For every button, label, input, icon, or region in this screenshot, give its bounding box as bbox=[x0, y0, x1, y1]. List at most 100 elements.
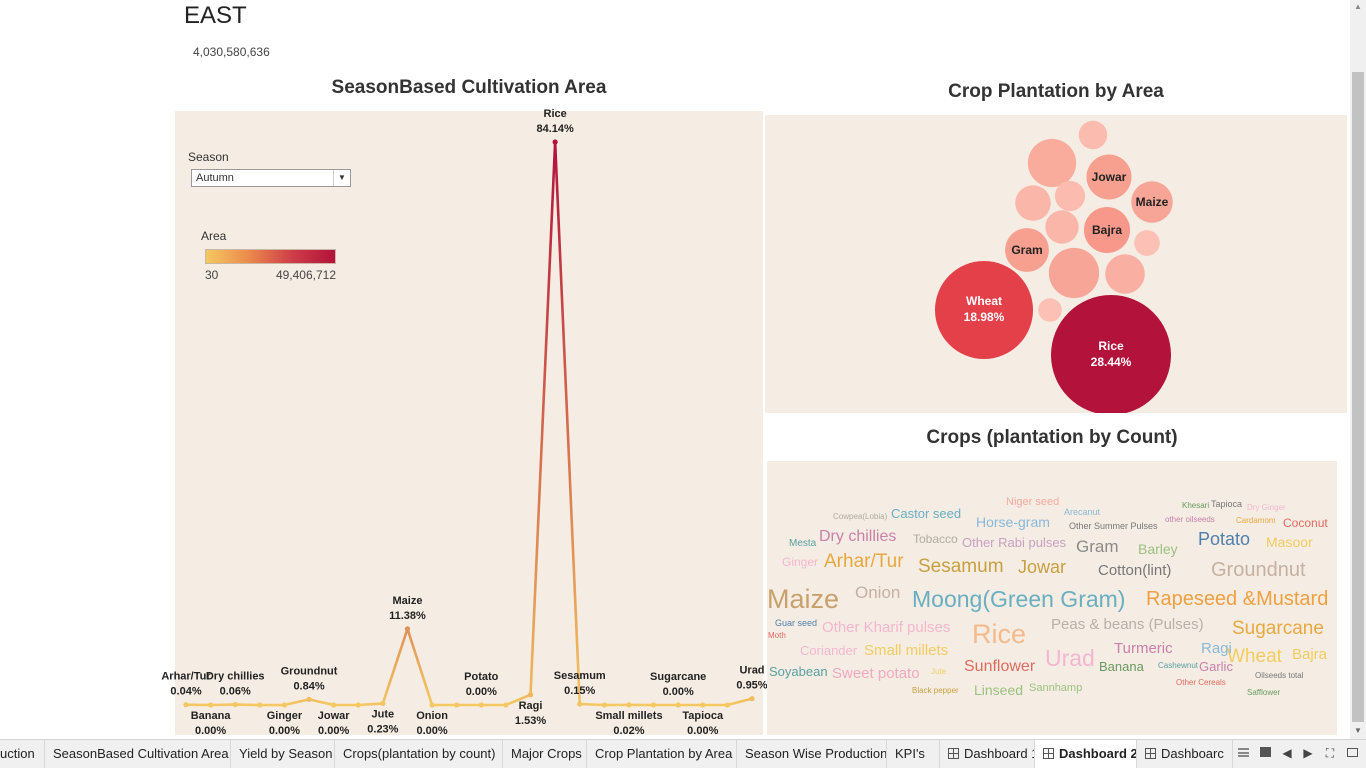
prev-tab-icon[interactable]: ◀ bbox=[1282, 746, 1292, 760]
wordcloud-word[interactable]: Onion bbox=[855, 583, 901, 602]
wordcloud-word[interactable]: Barley bbox=[1138, 541, 1178, 557]
crop-bubble[interactable] bbox=[1086, 154, 1132, 200]
sheet-tab[interactable]: Crops(plantation by count) bbox=[335, 740, 503, 768]
wordcloud-word[interactable]: Dry Ginger bbox=[1247, 503, 1286, 512]
data-point[interactable] bbox=[281, 702, 288, 708]
wordcloud-word[interactable]: Other Cereals bbox=[1176, 678, 1226, 687]
wordcloud-word[interactable]: Masoor bbox=[1266, 534, 1313, 550]
wordcloud-word[interactable]: Bajra bbox=[1292, 646, 1328, 663]
data-point[interactable] bbox=[454, 702, 460, 708]
data-point[interactable] bbox=[503, 702, 509, 708]
wordcloud-word[interactable]: Ragi bbox=[1201, 640, 1232, 657]
crop-bubble[interactable] bbox=[1027, 138, 1077, 188]
wordcloud-word[interactable]: Cotton(lint) bbox=[1098, 562, 1172, 579]
wordcloud-word[interactable]: Coriander bbox=[800, 643, 858, 658]
data-point[interactable] bbox=[577, 701, 583, 707]
sheet-tab[interactable]: KPI's bbox=[887, 740, 940, 768]
data-point[interactable] bbox=[675, 702, 681, 708]
scroll-down-icon[interactable]: ▼ bbox=[1354, 726, 1362, 735]
wordcloud-word[interactable]: Dry chillies bbox=[819, 528, 897, 545]
data-point[interactable] bbox=[232, 701, 238, 708]
fullscreen-icon[interactable]: ⛶ bbox=[1325, 746, 1335, 760]
data-point[interactable] bbox=[650, 702, 657, 708]
sheet-tab[interactable]: Yield by Season bbox=[231, 740, 335, 768]
wordcloud-word[interactable]: Soyabean bbox=[769, 664, 828, 679]
wordcloud-word[interactable]: Oilseeds total bbox=[1255, 671, 1304, 680]
wordcloud-word[interactable]: Sugarcane bbox=[1232, 618, 1324, 639]
data-point[interactable] bbox=[208, 702, 214, 708]
wordcloud-word[interactable]: Wheat bbox=[1227, 646, 1282, 667]
season-filter-dropdown[interactable]: Autumn ▼ bbox=[191, 169, 351, 187]
crop-bubble[interactable] bbox=[1134, 230, 1160, 256]
crop-bubble[interactable] bbox=[1005, 228, 1049, 272]
data-point[interactable] bbox=[724, 702, 730, 708]
filmstrip-icon[interactable] bbox=[1256, 740, 1274, 766]
wordcloud-word[interactable]: Cowpea(Lobia) bbox=[833, 512, 888, 521]
crop-bubble[interactable] bbox=[1038, 298, 1062, 322]
chevron-down-icon[interactable]: ▼ bbox=[333, 170, 350, 186]
crop-bubble[interactable] bbox=[1083, 206, 1131, 254]
wordcloud-word[interactable]: Mesta bbox=[789, 538, 817, 549]
data-point[interactable] bbox=[404, 626, 411, 632]
data-point[interactable] bbox=[331, 702, 337, 708]
crop-bubble[interactable] bbox=[1105, 254, 1145, 294]
sheet-tab[interactable]: Dashboarc bbox=[1137, 740, 1233, 768]
sheet-tab[interactable]: Dashboard 2 bbox=[1035, 740, 1137, 768]
wordcloud-word[interactable]: Rapeseed &Mustard bbox=[1146, 588, 1329, 610]
data-point[interactable] bbox=[429, 702, 435, 708]
crop-bubble[interactable] bbox=[934, 260, 1034, 360]
data-point[interactable] bbox=[626, 702, 632, 708]
wordcloud-word[interactable]: Other Rabi pulses bbox=[962, 535, 1067, 550]
sheet-tab[interactable]: Crop Plantation by Area bbox=[587, 740, 737, 768]
wordcloud-word[interactable]: Rice bbox=[972, 619, 1027, 649]
wordcloud-word[interactable]: Maize bbox=[767, 584, 840, 614]
wordcloud-word[interactable]: Urad bbox=[1045, 645, 1095, 671]
sheet-tab[interactable]: uction bbox=[0, 740, 45, 768]
wordcloud-word[interactable]: Peas & beans (Pulses) bbox=[1051, 616, 1204, 633]
wordcloud-word[interactable]: Sannhamp bbox=[1029, 682, 1083, 694]
wordcloud-word[interactable]: Arhar/Tur bbox=[824, 551, 904, 572]
wordcloud-word[interactable]: Linseed bbox=[974, 682, 1024, 698]
wordcloud-word[interactable]: Other Summer Pulses bbox=[1069, 521, 1158, 531]
wordcloud-word[interactable]: other oilseeds bbox=[1165, 515, 1215, 524]
wordcloud-word[interactable]: Moth bbox=[768, 631, 786, 640]
wordcloud-word[interactable]: Black pepper bbox=[912, 686, 959, 695]
wordcloud-word[interactable]: Jute bbox=[931, 667, 947, 676]
next-tab-icon[interactable]: ▶ bbox=[1303, 746, 1313, 760]
data-point[interactable] bbox=[380, 700, 386, 707]
wordcloud-word[interactable]: Arecanut bbox=[1064, 507, 1101, 517]
presentation-icon[interactable] bbox=[1343, 740, 1361, 766]
data-point[interactable] bbox=[478, 702, 484, 708]
crop-bubble[interactable] bbox=[1051, 295, 1171, 413]
data-point[interactable] bbox=[355, 702, 361, 708]
grid-view-icon[interactable] bbox=[1234, 740, 1252, 766]
wordcloud-word[interactable]: Tobacco bbox=[913, 532, 958, 546]
crop-bubble[interactable] bbox=[1131, 181, 1173, 223]
wordcloud-word[interactable]: Small millets bbox=[864, 642, 949, 659]
wordcloud-word[interactable]: Coconut bbox=[1283, 516, 1328, 530]
crop-bubble[interactable] bbox=[1054, 180, 1086, 212]
crop-bubble[interactable] bbox=[1048, 247, 1100, 299]
wordcloud-word[interactable]: Niger seed bbox=[1006, 496, 1060, 508]
scroll-up-icon[interactable]: ▲ bbox=[1354, 2, 1362, 11]
wordcloud-word[interactable]: Banana bbox=[1099, 659, 1144, 674]
data-point[interactable] bbox=[183, 702, 189, 708]
sheet-tab[interactable]: Major Crops bbox=[503, 740, 587, 768]
data-point[interactable] bbox=[527, 692, 534, 698]
wordcloud-word[interactable]: Garlic bbox=[1199, 659, 1233, 674]
wordcloud-word[interactable]: Jowar bbox=[1018, 557, 1067, 577]
sheet-tab[interactable]: Season Wise Production bbox=[737, 740, 887, 768]
wordcloud-word[interactable]: Sunflower bbox=[964, 658, 1036, 675]
wordcloud-word[interactable]: Khesari bbox=[1182, 501, 1210, 510]
data-point[interactable] bbox=[749, 696, 755, 702]
wordcloud-word[interactable]: Safflower bbox=[1247, 688, 1281, 697]
wordcloud-word[interactable]: Gram bbox=[1076, 537, 1119, 556]
data-point[interactable] bbox=[257, 702, 263, 708]
wordcloud-word[interactable]: Turmeric bbox=[1114, 640, 1173, 657]
wordcloud-word[interactable]: Groundnut bbox=[1211, 559, 1306, 581]
wordcloud-word[interactable]: Cardamom bbox=[1236, 516, 1276, 525]
data-point[interactable] bbox=[700, 702, 706, 708]
data-point[interactable] bbox=[306, 696, 312, 702]
wordcloud-word[interactable]: Other Kharif pulses bbox=[822, 619, 951, 636]
wordcloud-word[interactable]: Cashewnut bbox=[1158, 661, 1199, 670]
